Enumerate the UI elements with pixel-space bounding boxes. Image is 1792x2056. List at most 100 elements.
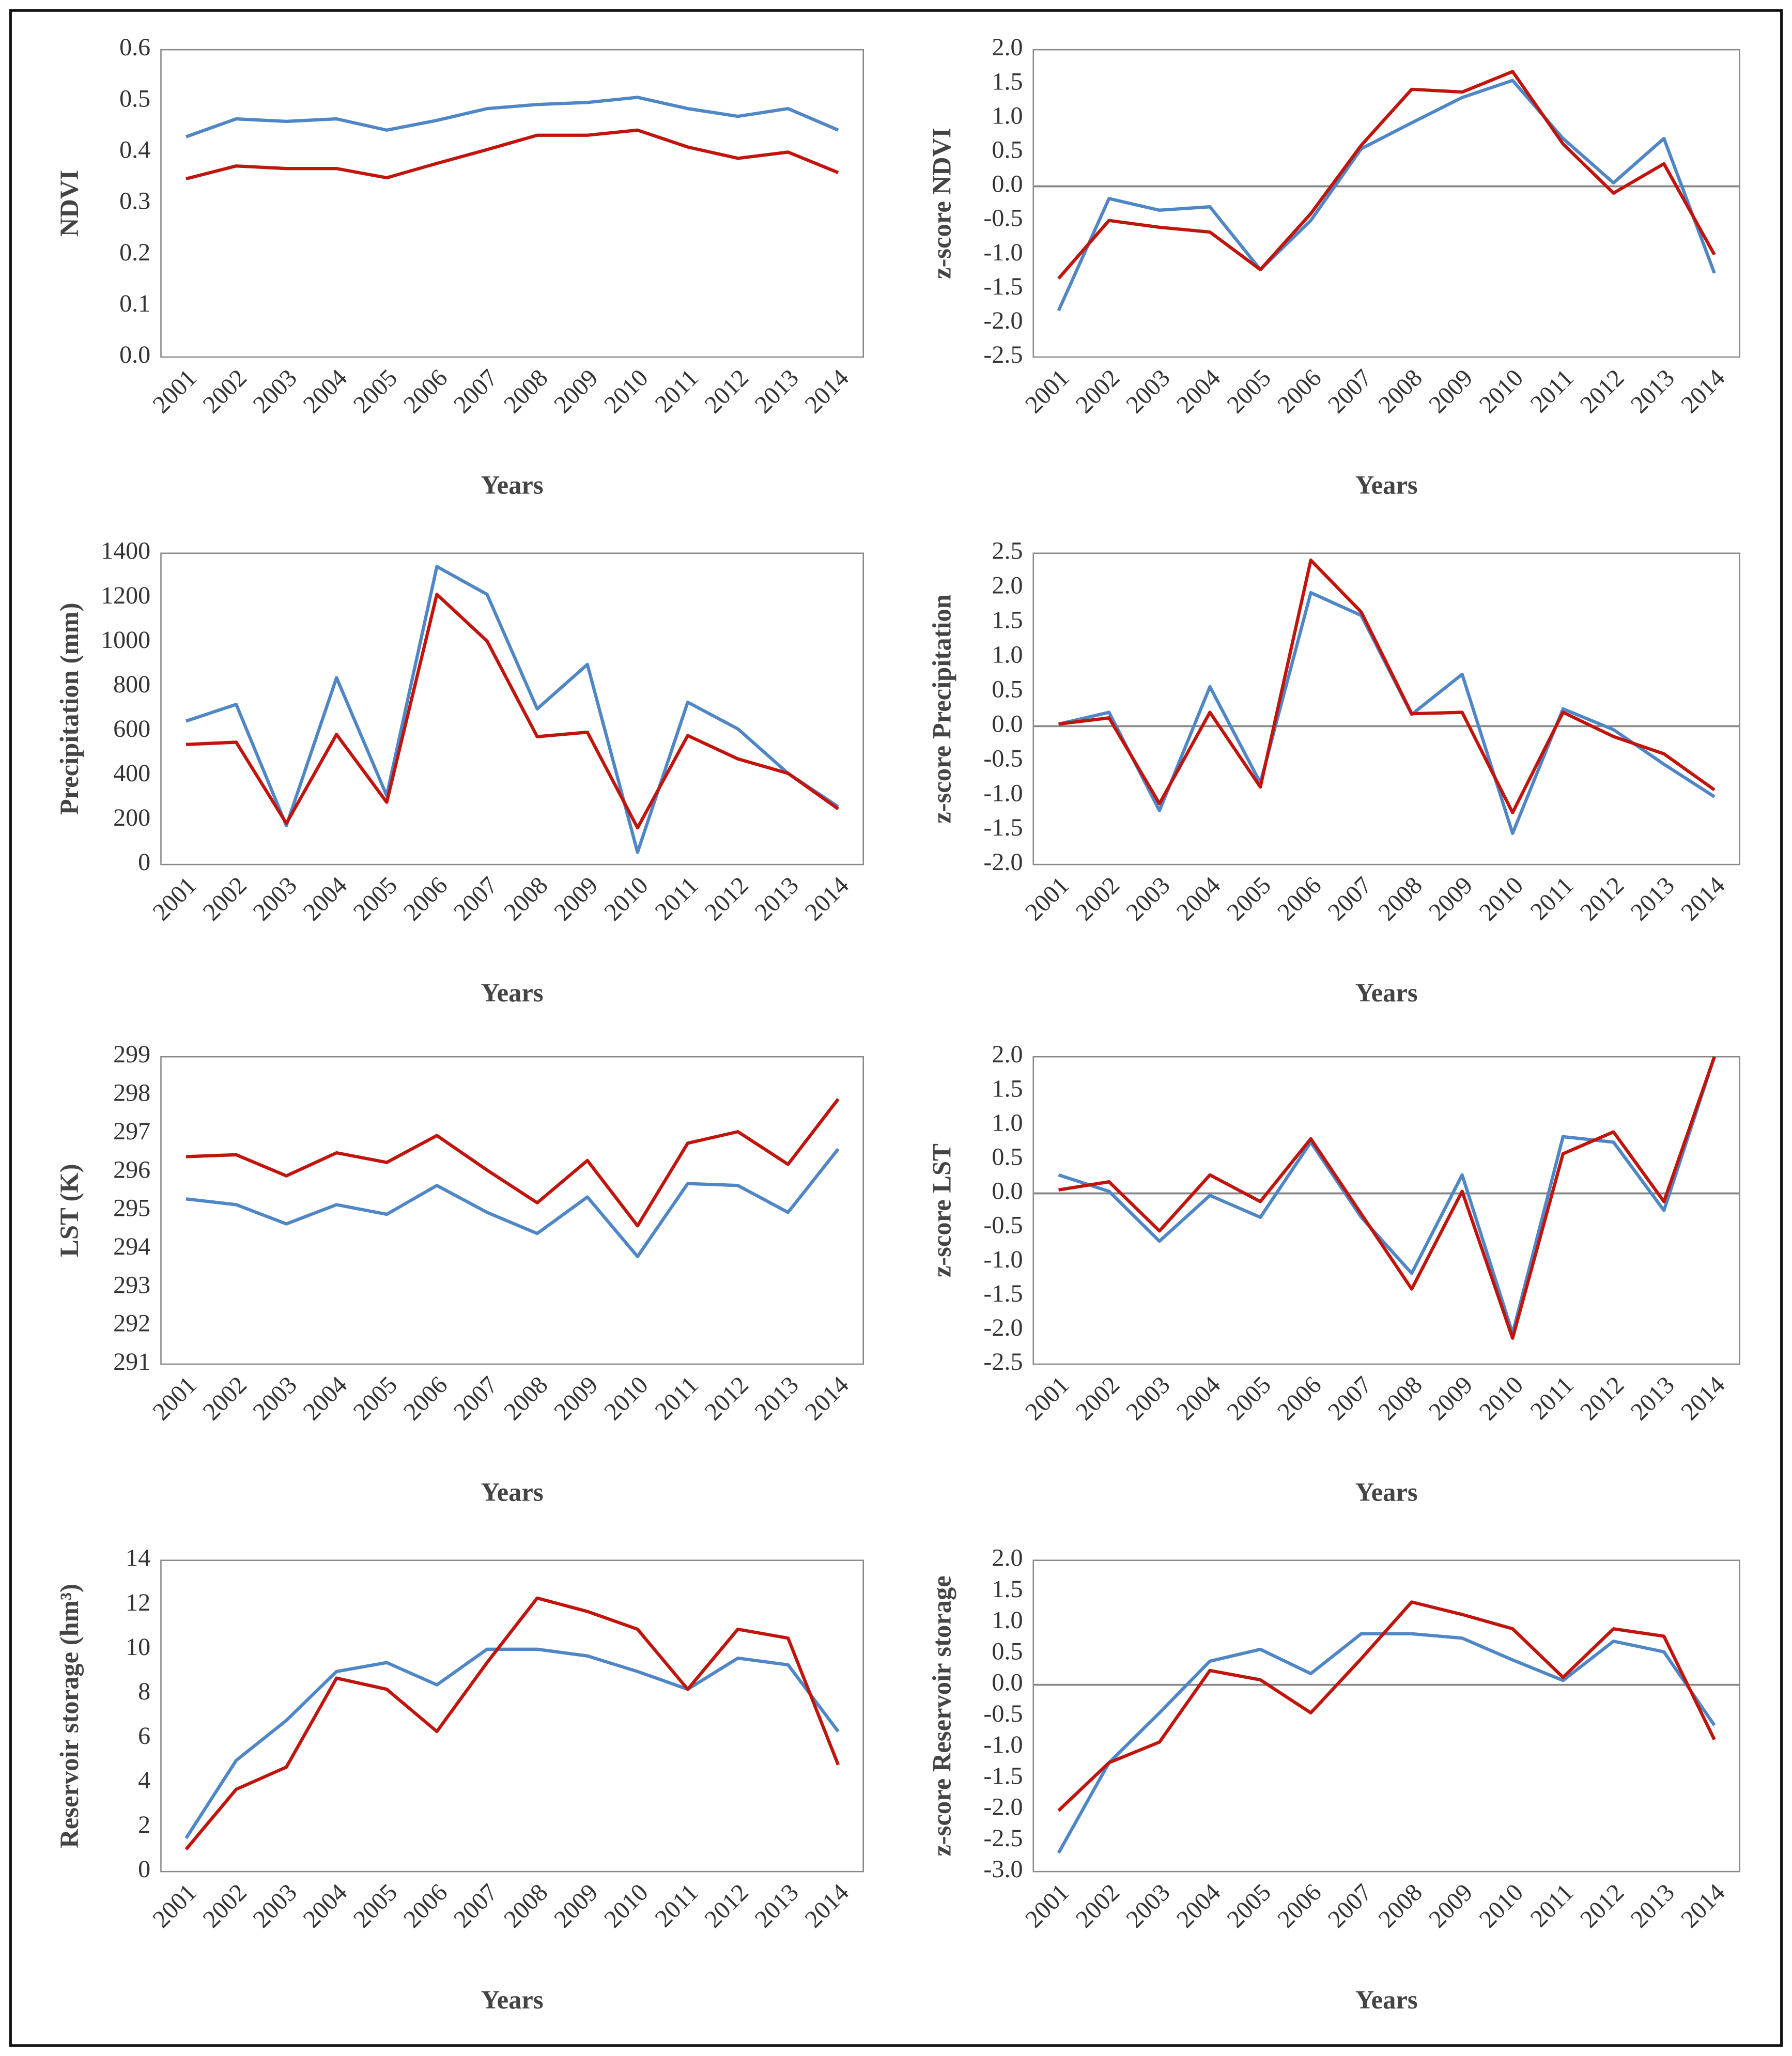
plot-area [160,1056,864,1365]
y-tick-label: 10 [126,1633,150,1661]
y-tick-label: -1.0 [983,1731,1023,1758]
y-tick-label: -0.5 [983,1700,1023,1727]
y-tick-label: 299 [113,1041,150,1068]
y-tick-label: 0.5 [992,675,1023,703]
y-tick-label: 1400 [101,537,150,565]
x-axis-title: Years [1355,1478,1418,1507]
y-tick-label: -1.0 [983,239,1023,266]
y-tick-label: -1.5 [983,273,1023,300]
y-tick-label: -2.5 [983,1825,1023,1852]
series-line [186,593,840,830]
y-tick-label: 0 [138,848,150,876]
y-tick-label: 0.6 [119,34,150,61]
y-tick-label: -0.5 [983,1212,1023,1239]
y-tick-label: 14 [126,1544,150,1572]
plot-area [160,552,864,865]
y-tick-label: 12 [126,1589,150,1616]
x-axis-title: Years [481,471,544,500]
x-axis-title: Years [1355,1985,1418,2014]
x-axis-title: Years [481,1985,544,2014]
y-tick-label: 0.5 [119,85,150,112]
y-axis-title: z-score Precipitation [927,594,956,824]
plot-area [160,1559,864,1873]
plot-area [1032,1056,1740,1365]
series-line [186,128,839,181]
y-tick-label: 0.5 [992,1637,1023,1665]
series-line [1058,1056,1716,1335]
plot-area [1032,1559,1740,1873]
y-tick-label: 0.1 [119,290,150,317]
y-tick-label: 2.0 [992,572,1023,599]
series-line [1057,1632,1716,1854]
y-tick-label: 600 [113,715,150,743]
x-axis-title: Years [481,1478,544,1507]
plot-area [1032,552,1740,865]
y-tick-label: -0.5 [983,205,1023,232]
y-tick-label: 2.5 [992,537,1023,565]
y-tick-label: 298 [113,1079,150,1107]
y-tick-label: 200 [113,804,150,831]
y-tick-label: 800 [113,671,150,698]
series-line [184,1596,840,1851]
series-line [186,1148,840,1258]
y-tick-label: 1.0 [992,1109,1023,1136]
y-tick-label: 4 [138,1767,150,1794]
y-tick-label: 294 [113,1233,150,1260]
y-tick-label: -1.5 [983,1762,1023,1789]
y-tick-label: -0.5 [983,745,1023,772]
series-line [1057,1600,1716,1812]
y-tick-label: 0.0 [992,1178,1023,1205]
y-tick-label: -3.0 [983,1856,1023,1883]
y-tick-label: 2 [138,1811,150,1838]
y-tick-label: 0.0 [992,171,1023,198]
y-axis-title: LST (K) [55,1164,84,1257]
y-tick-label: -1.5 [983,1280,1023,1307]
y-tick-label: 1.5 [992,68,1023,95]
y-tick-label: -2.0 [983,307,1023,334]
y-tick-label: 2.0 [992,1041,1023,1068]
y-tick-label: 1200 [101,582,150,609]
y-tick-label: 0.0 [992,710,1023,737]
series-line [1057,70,1716,280]
y-tick-label: -2.5 [983,1348,1023,1375]
y-tick-label: 1.0 [992,102,1023,129]
y-tick-label: 0.3 [119,188,150,215]
y-tick-label: -2.0 [983,1314,1023,1341]
series-line [1058,1056,1716,1340]
x-axis-title: Years [1355,978,1418,1007]
y-tick-label: -2.0 [983,1794,1023,1821]
y-tick-label: 1.5 [992,1575,1023,1603]
y-tick-label: -1.0 [983,1246,1023,1273]
y-tick-label: 1.0 [992,1606,1023,1634]
y-tick-label: 297 [113,1118,150,1145]
series-line [1058,558,1716,814]
y-tick-label: 1.0 [992,641,1023,669]
y-axis-title: z-score NDVI [927,128,956,279]
x-axis-title: Years [481,978,544,1007]
y-axis-title: Reservoir storage (hm³) [55,1584,84,1848]
series-line [184,1647,840,1839]
y-axis-title: Precipitation (mm) [55,602,84,815]
y-tick-label: -1.5 [983,814,1023,841]
y-axis-title: z-score Reservoir storage [927,1575,956,1856]
y-tick-label: 0.4 [119,136,150,163]
y-tick-label: -1.0 [983,779,1023,807]
y-tick-label: -2.5 [983,341,1023,368]
y-tick-label: 1.5 [992,607,1023,634]
y-tick-label: 2.0 [992,34,1023,61]
y-tick-label: 0.0 [992,1669,1023,1696]
y-tick-label: 2.0 [992,1544,1023,1572]
y-tick-label: 8 [138,1678,150,1705]
y-tick-label: 1000 [101,626,150,654]
y-tick-label: 0 [138,1856,150,1883]
series-line [186,1098,840,1228]
y-tick-label: 296 [113,1156,150,1183]
y-tick-label: 291 [113,1348,150,1375]
y-tick-label: 1.5 [992,1075,1023,1102]
series-line [185,96,839,138]
y-tick-label: 0.0 [119,341,150,368]
series-line [1057,79,1716,312]
y-tick-label: -2.0 [983,848,1023,876]
y-tick-label: 292 [113,1310,150,1337]
